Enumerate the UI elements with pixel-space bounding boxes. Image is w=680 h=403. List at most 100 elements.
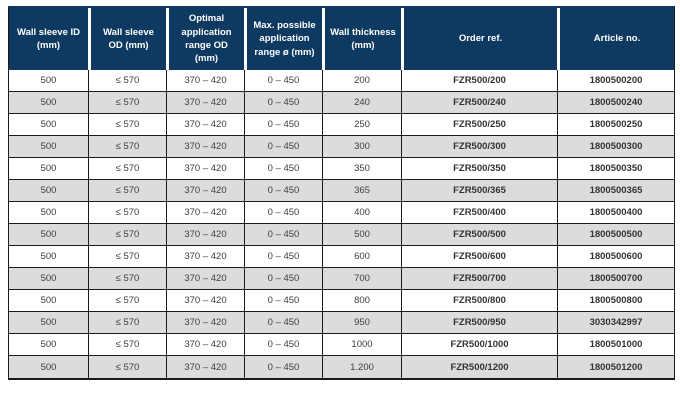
cell-wall-thickness: 240 xyxy=(322,92,401,114)
cell-wall-sleeve-od: ≤ 570 xyxy=(88,268,166,290)
cell-optimal-application-range-od: 370 – 420 xyxy=(166,268,244,290)
cell-wall-thickness: 365 xyxy=(322,180,401,202)
cell-optimal-application-range-od: 370 – 420 xyxy=(166,114,244,136)
cell-wall-sleeve-id: 500 xyxy=(9,202,88,224)
cell-order-ref: FZR500/365 xyxy=(401,180,557,202)
column-header-order-ref: Order ref. xyxy=(401,8,557,70)
cell-wall-thickness: 1000 xyxy=(322,334,401,356)
cell-wall-sleeve-od: ≤ 570 xyxy=(88,70,166,92)
cell-order-ref: FZR500/800 xyxy=(401,290,557,312)
table-body: 500 ≤ 570 370 – 420 0 – 450 200 FZR500/200 180… xyxy=(9,70,674,378)
cell-order-ref: FZR500/250 xyxy=(401,114,557,136)
cell-optimal-application-range-od: 370 – 420 xyxy=(166,356,244,378)
cell-wall-thickness: 350 xyxy=(322,158,401,180)
cell-order-ref: FZR500/950 xyxy=(401,312,557,334)
cell-wall-thickness: 200 xyxy=(322,70,401,92)
cell-order-ref: FZR500/400 xyxy=(401,202,557,224)
cell-wall-sleeve-id: 500 xyxy=(9,92,88,114)
cell-wall-sleeve-od: ≤ 570 xyxy=(88,114,166,136)
cell-wall-sleeve-id: 500 xyxy=(9,70,88,92)
cell-wall-sleeve-od: ≤ 570 xyxy=(88,136,166,158)
cell-order-ref: FZR500/1200 xyxy=(401,356,557,378)
table-row: 500 ≤ 570 370 – 420 0 – 450 300 FZR500/300 180… xyxy=(9,136,674,158)
table-row: 500 ≤ 570 370 – 420 0 – 450 1000 FZR500/1000 1… xyxy=(9,334,674,356)
cell-article-no: 1800500600 xyxy=(557,246,674,268)
cell-order-ref: FZR500/700 xyxy=(401,268,557,290)
table-row: 500 ≤ 570 370 – 420 0 – 450 700 FZR500/700 180… xyxy=(9,268,674,290)
cell-wall-sleeve-id: 500 xyxy=(9,290,88,312)
cell-wall-thickness: 950 xyxy=(322,312,401,334)
column-header-optimal-application-range-od: Optimal application range OD (mm) xyxy=(166,8,244,70)
cell-article-no: 3030342997 xyxy=(557,312,674,334)
table-row: 500 ≤ 570 370 – 420 0 – 450 365 FZR500/365 180… xyxy=(9,180,674,202)
cell-article-no: 1800500240 xyxy=(557,92,674,114)
cell-wall-sleeve-id: 500 xyxy=(9,180,88,202)
cell-max-possible-application-range: 0 – 450 xyxy=(244,202,322,224)
cell-max-possible-application-range: 0 – 450 xyxy=(244,224,322,246)
cell-article-no: 1800501200 xyxy=(557,356,674,378)
cell-max-possible-application-range: 0 – 450 xyxy=(244,246,322,268)
table-header: Wall sleeve ID (mm) Wall sleeve OD (mm) Op… xyxy=(9,8,674,70)
cell-optimal-application-range-od: 370 – 420 xyxy=(166,180,244,202)
cell-article-no: 1800500300 xyxy=(557,136,674,158)
cell-article-no: 1800500400 xyxy=(557,202,674,224)
cell-wall-sleeve-id: 500 xyxy=(9,114,88,136)
cell-wall-thickness: 500 xyxy=(322,224,401,246)
table-row: 500 ≤ 570 370 – 420 0 – 450 200 FZR500/200 180… xyxy=(9,70,674,92)
cell-optimal-application-range-od: 370 – 420 xyxy=(166,202,244,224)
column-header-max-possible-application-range: Max. possible application range ø (mm) xyxy=(244,8,322,70)
wall-sleeve-spec-table-container: Wall sleeve ID (mm) Wall sleeve OD (mm) Op… xyxy=(8,6,675,380)
cell-order-ref: FZR500/200 xyxy=(401,70,557,92)
cell-article-no: 1800500800 xyxy=(557,290,674,312)
cell-wall-sleeve-od: ≤ 570 xyxy=(88,202,166,224)
cell-wall-sleeve-od: ≤ 570 xyxy=(88,246,166,268)
wall-sleeve-spec-table: Wall sleeve ID (mm) Wall sleeve OD (mm) Op… xyxy=(8,6,675,380)
cell-wall-sleeve-od: ≤ 570 xyxy=(88,290,166,312)
cell-wall-thickness: 800 xyxy=(322,290,401,312)
cell-max-possible-application-range: 0 – 450 xyxy=(244,356,322,378)
cell-wall-thickness: 600 xyxy=(322,246,401,268)
cell-wall-sleeve-id: 500 xyxy=(9,356,88,378)
cell-wall-sleeve-od: ≤ 570 xyxy=(88,224,166,246)
cell-optimal-application-range-od: 370 – 420 xyxy=(166,334,244,356)
cell-max-possible-application-range: 0 – 450 xyxy=(244,158,322,180)
cell-wall-thickness: 250 xyxy=(322,114,401,136)
cell-optimal-application-range-od: 370 – 420 xyxy=(166,312,244,334)
cell-max-possible-application-range: 0 – 450 xyxy=(244,136,322,158)
cell-max-possible-application-range: 0 – 450 xyxy=(244,70,322,92)
cell-max-possible-application-range: 0 – 450 xyxy=(244,290,322,312)
cell-wall-thickness: 300 xyxy=(322,136,401,158)
cell-max-possible-application-range: 0 – 450 xyxy=(244,312,322,334)
table-row: 500 ≤ 570 370 – 420 0 – 450 600 FZR500/600 180… xyxy=(9,246,674,268)
table-row: 500 ≤ 570 370 – 420 0 – 450 240 FZR500/240 180… xyxy=(9,92,674,114)
cell-max-possible-application-range: 0 – 450 xyxy=(244,268,322,290)
cell-article-no: 1800500500 xyxy=(557,224,674,246)
cell-wall-sleeve-id: 500 xyxy=(9,312,88,334)
table-row: 500 ≤ 570 370 – 420 0 – 450 500 FZR500/500 180… xyxy=(9,224,674,246)
cell-article-no: 1800500700 xyxy=(557,268,674,290)
cell-optimal-application-range-od: 370 – 420 xyxy=(166,290,244,312)
cell-max-possible-application-range: 0 – 450 xyxy=(244,92,322,114)
column-header-wall-sleeve-id: Wall sleeve ID (mm) xyxy=(9,8,88,70)
cell-wall-sleeve-id: 500 xyxy=(9,246,88,268)
cell-wall-sleeve-id: 500 xyxy=(9,136,88,158)
cell-article-no: 1800500250 xyxy=(557,114,674,136)
cell-wall-sleeve-od: ≤ 570 xyxy=(88,180,166,202)
cell-article-no: 1800500365 xyxy=(557,180,674,202)
cell-article-no: 1800500350 xyxy=(557,158,674,180)
cell-optimal-application-range-od: 370 – 420 xyxy=(166,70,244,92)
cell-order-ref: FZR500/1000 xyxy=(401,334,557,356)
cell-max-possible-application-range: 0 – 450 xyxy=(244,334,322,356)
cell-optimal-application-range-od: 370 – 420 xyxy=(166,136,244,158)
cell-order-ref: FZR500/240 xyxy=(401,92,557,114)
cell-wall-sleeve-od: ≤ 570 xyxy=(88,312,166,334)
cell-wall-thickness: 400 xyxy=(322,202,401,224)
cell-wall-sleeve-id: 500 xyxy=(9,224,88,246)
cell-wall-sleeve-id: 500 xyxy=(9,158,88,180)
cell-optimal-application-range-od: 370 – 420 xyxy=(166,158,244,180)
column-header-wall-sleeve-od: Wall sleeve OD (mm) xyxy=(88,8,166,70)
cell-article-no: 1800500200 xyxy=(557,70,674,92)
cell-optimal-application-range-od: 370 – 420 xyxy=(166,92,244,114)
cell-wall-thickness: 700 xyxy=(322,268,401,290)
table-row: 500 ≤ 570 370 – 420 0 – 450 250 FZR500/250 180… xyxy=(9,114,674,136)
